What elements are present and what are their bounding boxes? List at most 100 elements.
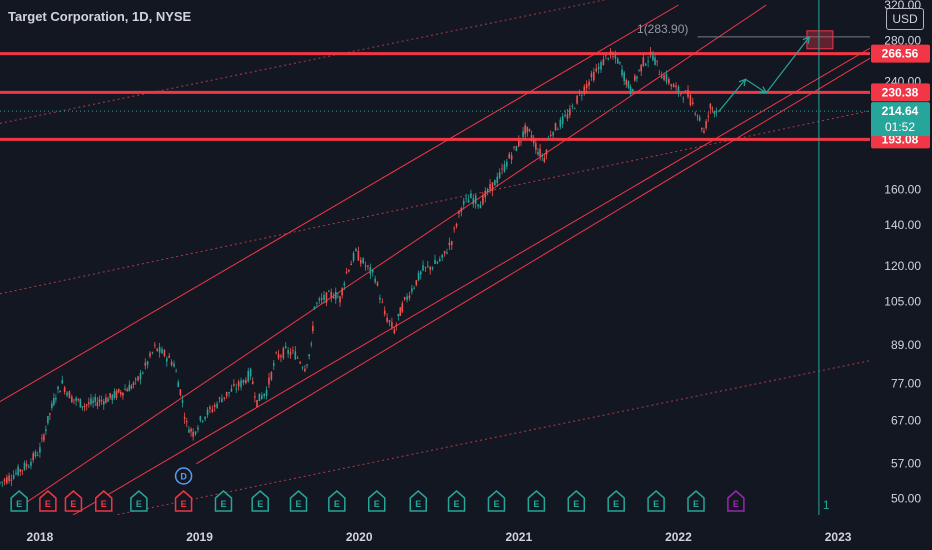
earnings-event-icon[interactable]: E xyxy=(289,490,308,512)
candle-body xyxy=(294,351,297,360)
candle-body xyxy=(588,81,590,86)
y-tick-label: 280.00 xyxy=(884,34,921,48)
candle-body xyxy=(422,265,424,271)
candle-body xyxy=(275,352,277,354)
earnings-event-icon[interactable]: E xyxy=(727,490,745,512)
candle-body xyxy=(395,324,398,326)
candle-body xyxy=(128,384,131,392)
candle-body xyxy=(453,228,455,229)
candle-body xyxy=(393,329,396,334)
candle-body xyxy=(339,296,341,303)
candle-body xyxy=(51,403,53,408)
candle-body xyxy=(501,168,503,170)
candle-body xyxy=(188,429,190,433)
candle-body xyxy=(357,251,360,261)
earnings-event-icon[interactable]: E xyxy=(447,490,466,512)
projection-arrowhead xyxy=(759,86,768,94)
candle-body xyxy=(701,127,703,130)
candle-body xyxy=(8,475,10,482)
candle-body xyxy=(427,265,429,267)
candle-body xyxy=(571,105,574,107)
trend-line[interactable] xyxy=(0,4,679,403)
candle-body xyxy=(595,68,598,72)
candle-body xyxy=(446,252,448,254)
candle-body xyxy=(146,361,149,365)
level-price-tag[interactable] xyxy=(871,44,930,63)
earnings-event-icon[interactable]: E xyxy=(487,490,506,512)
candle-body xyxy=(105,397,107,403)
candle-body xyxy=(109,393,111,398)
candle-body xyxy=(92,400,94,403)
candle-body xyxy=(23,462,26,470)
candle-body xyxy=(503,164,506,172)
candle-body xyxy=(605,55,607,57)
candle-body xyxy=(98,399,101,403)
trend-line[interactable] xyxy=(0,360,870,539)
earnings-event-icon[interactable]: E xyxy=(174,490,193,512)
candle-body xyxy=(185,421,188,423)
currency-button[interactable]: USD xyxy=(886,8,924,30)
candle-body xyxy=(113,391,116,398)
event-letter: E xyxy=(16,499,22,509)
earnings-event-icon[interactable]: E xyxy=(95,490,113,512)
candle-body xyxy=(199,416,202,421)
candle-body xyxy=(713,111,716,114)
earnings-event-icon[interactable]: E xyxy=(367,490,386,512)
earnings-event-icon[interactable]: E xyxy=(39,490,57,512)
earnings-event-icon[interactable]: E xyxy=(567,490,586,512)
candle-body xyxy=(251,381,254,385)
candle-body xyxy=(441,254,443,258)
earnings-event-icon[interactable]: E xyxy=(214,490,233,512)
candle-body xyxy=(367,265,369,267)
candle-body xyxy=(228,392,230,394)
earnings-event-icon[interactable]: E xyxy=(647,490,665,512)
dividend-event-icon[interactable]: D xyxy=(174,467,193,485)
current-price-tag[interactable] xyxy=(871,102,930,137)
candle-body xyxy=(609,51,612,55)
trend-line[interactable] xyxy=(0,110,870,295)
candle-body xyxy=(223,397,226,399)
time-axis[interactable] xyxy=(0,520,870,550)
candle-body xyxy=(45,429,47,432)
trend-line[interactable] xyxy=(0,47,870,550)
candle-body xyxy=(564,114,566,117)
candle-body xyxy=(43,434,45,441)
earnings-event-icon[interactable]: E xyxy=(64,490,83,512)
candle-body xyxy=(1,481,4,483)
candle-body xyxy=(359,260,362,264)
candle-body xyxy=(482,195,484,205)
earnings-event-icon[interactable]: E xyxy=(687,490,705,512)
candle-body xyxy=(535,143,537,150)
candle-body xyxy=(707,116,710,117)
earnings-event-icon[interactable]: E xyxy=(10,490,28,512)
earnings-event-icon[interactable]: E xyxy=(130,490,148,512)
candle-body xyxy=(524,125,526,135)
candle-body xyxy=(486,189,489,193)
earnings-event-icon[interactable]: E xyxy=(607,490,625,512)
candle-body xyxy=(652,55,654,61)
target-box[interactable] xyxy=(806,30,834,50)
projection-path[interactable] xyxy=(717,36,810,113)
candle-body xyxy=(578,92,581,94)
earnings-event-icon[interactable]: E xyxy=(328,490,346,512)
candle-body xyxy=(518,140,520,147)
candle-body xyxy=(470,193,472,199)
candle-body xyxy=(413,287,415,289)
candle-body xyxy=(75,397,77,401)
candle-body xyxy=(696,115,699,117)
candle-body xyxy=(649,51,652,55)
candle-body xyxy=(526,126,529,133)
level-price-tag[interactable] xyxy=(871,83,930,102)
candle-body xyxy=(96,402,99,407)
earnings-event-icon[interactable]: E xyxy=(409,490,427,512)
earnings-event-icon[interactable]: E xyxy=(527,490,546,512)
trend-line[interactable] xyxy=(15,4,767,510)
candle-body xyxy=(17,466,19,476)
earnings-event-icon[interactable]: E xyxy=(251,490,269,512)
candle-body xyxy=(25,464,28,467)
candle-body xyxy=(654,57,656,65)
trend-line[interactable] xyxy=(196,57,870,465)
y-tick-label: 89.00 xyxy=(891,338,921,352)
candle-body xyxy=(209,406,211,410)
